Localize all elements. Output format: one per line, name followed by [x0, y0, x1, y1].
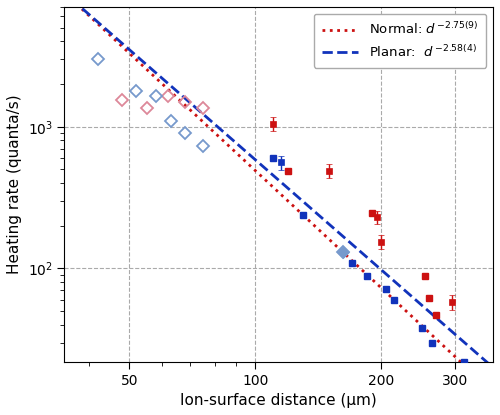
Legend: Normal: $d\,^{-2.75(9)}$, Planar:  $d\,^{-2.58(4)}$: Normal: $d\,^{-2.75(9)}$, Planar: $d\,^{…: [314, 14, 486, 68]
Y-axis label: Heating rate (quanta/s): Heating rate (quanta/s): [7, 95, 22, 274]
X-axis label: Ion-surface distance (μm): Ion-surface distance (μm): [180, 393, 377, 408]
